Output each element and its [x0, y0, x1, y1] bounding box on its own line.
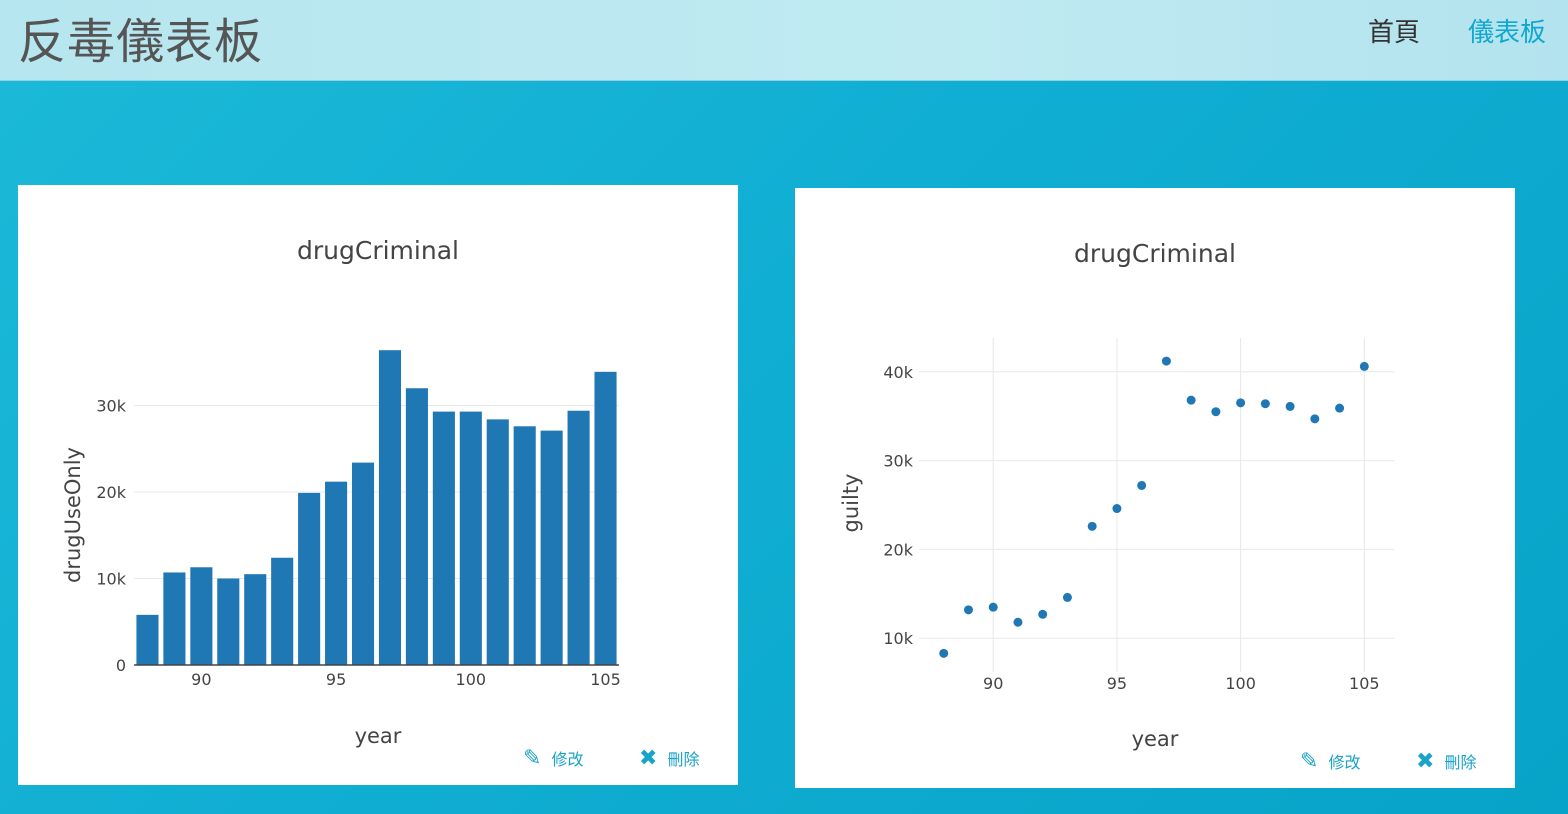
scatter-point[interactable]	[1186, 395, 1196, 405]
y-axis-label: drugUseOnly	[61, 447, 85, 583]
bar[interactable]	[271, 557, 294, 665]
scatter-point[interactable]	[1013, 617, 1023, 627]
pencil-icon: ✎	[523, 746, 542, 771]
chart-title: drugCriminal	[1074, 239, 1236, 268]
edit-button[interactable]: ✎ 修改	[523, 746, 583, 771]
bar[interactable]	[405, 388, 428, 665]
x-axis-label: year	[355, 724, 402, 748]
bar[interactable]	[163, 572, 186, 665]
x-icon: ✖	[639, 746, 658, 771]
scatter-point[interactable]	[1038, 609, 1048, 619]
delete-button[interactable]: ✖ 刪除	[1416, 749, 1476, 774]
scatter-point[interactable]	[1335, 403, 1345, 413]
y-tick-label: 30k	[883, 452, 913, 471]
y-tick-label: 30k	[96, 397, 126, 416]
scatter-point[interactable]	[1062, 592, 1072, 602]
bar[interactable]	[217, 578, 240, 665]
edit-label: 修改	[551, 750, 584, 769]
scatter-point[interactable]	[1087, 521, 1097, 531]
x-tick-label: 100	[1225, 674, 1256, 693]
chart-title: drugCriminal	[297, 236, 459, 265]
scatter-point[interactable]	[988, 602, 998, 612]
bar[interactable]	[351, 462, 375, 665]
x-icon: ✖	[1416, 749, 1435, 774]
x-tick-label: 100	[456, 670, 487, 689]
x-tick-label: 95	[326, 670, 346, 689]
bar[interactable]	[432, 411, 455, 665]
bar[interactable]	[325, 481, 348, 665]
y-tick-label: 0	[116, 656, 126, 675]
x-tick-label: 105	[1349, 674, 1380, 693]
delete-label: 刪除	[667, 750, 700, 769]
bar[interactable]	[136, 614, 159, 665]
x-tick-label: 90	[191, 670, 211, 689]
bar[interactable]	[540, 430, 563, 665]
scatter-point[interactable]	[1310, 414, 1320, 424]
nav-dashboard-link[interactable]: 儀表板	[1468, 18, 1547, 48]
brand-title[interactable]: 反毒儀表板	[18, 14, 264, 70]
scatter-point[interactable]	[1359, 361, 1369, 371]
bar[interactable]	[567, 410, 590, 665]
bar[interactable]	[244, 574, 267, 665]
chart-card-bar: drugCriminal 90 95 100 105 0 10k 20k 30k year …	[18, 185, 738, 785]
y-axis-label: guilty	[839, 474, 863, 533]
x-tick-label: 90	[983, 674, 1003, 693]
delete-label: 刪除	[1444, 753, 1477, 772]
scatter-point[interactable]	[963, 605, 973, 615]
chart-card-scatter: drugCriminal 90 95 100 105 10k 20k 30k 40k yea…	[795, 188, 1515, 788]
scatter-point[interactable]	[1260, 399, 1270, 409]
x-axis-label: year	[1132, 727, 1179, 751]
delete-button[interactable]: ✖ 刪除	[639, 746, 699, 771]
scatter-point[interactable]	[939, 648, 949, 658]
x-tick-label: 105	[590, 670, 621, 689]
x-tick-label: 95	[1107, 674, 1127, 693]
scatter-chart: drugCriminal 90 95 100 105 10k 20k 30k 40k yea…	[839, 239, 1394, 751]
bar[interactable]	[378, 350, 402, 665]
scatter-point[interactable]	[1161, 356, 1171, 366]
nav-home-link[interactable]: 首頁	[1368, 18, 1421, 48]
y-tick-label: 40k	[883, 363, 913, 382]
bar[interactable]	[298, 492, 321, 665]
pencil-icon: ✎	[1300, 749, 1319, 774]
scatter-point[interactable]	[1236, 398, 1246, 408]
bar[interactable]	[594, 371, 617, 665]
scatter-point[interactable]	[1211, 407, 1221, 417]
bar[interactable]	[486, 419, 509, 665]
bar[interactable]	[459, 411, 482, 665]
top-navbar: 反毒儀表板 首頁 儀表板	[0, 0, 1568, 81]
edit-button[interactable]: ✎ 修改	[1300, 749, 1360, 774]
y-tick-label: 20k	[883, 540, 913, 559]
scatter-point[interactable]	[1112, 504, 1122, 514]
y-tick-label: 20k	[96, 483, 126, 502]
bar[interactable]	[513, 426, 536, 665]
edit-label: 修改	[1328, 753, 1361, 772]
scatter-point[interactable]	[1285, 401, 1295, 411]
y-tick-label: 10k	[883, 629, 913, 648]
y-tick-label: 10k	[96, 570, 126, 589]
scatter-point[interactable]	[1137, 480, 1147, 490]
bar[interactable]	[190, 567, 213, 665]
